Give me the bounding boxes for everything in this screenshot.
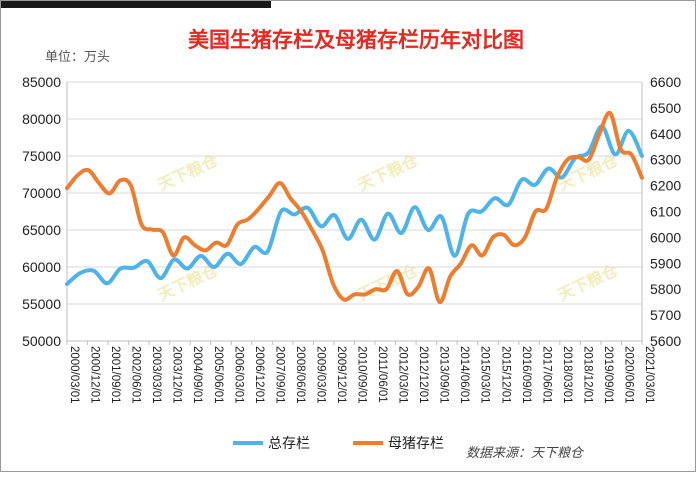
x-tick-label: 2016/09/01: [520, 346, 532, 404]
right-axis-tick-label: 5700: [650, 307, 681, 323]
legend-label-sow: 母猪存栏: [388, 436, 444, 452]
x-tick-label: 2000/12/01: [89, 346, 101, 404]
chart-title: 美国生猪存栏及母猪存栏历年对比图: [188, 27, 524, 52]
x-tick-label: 2013/09/01: [438, 346, 450, 404]
legend-label-total: 总存栏: [268, 436, 310, 452]
unit-label: 单位：万头: [45, 50, 110, 65]
right-axis-tick-label: 6200: [650, 178, 681, 194]
left-axis-tick-label: 50000: [22, 333, 61, 349]
x-tick-label: 2010/09/01: [356, 346, 368, 404]
x-tick-label: 2009/12/01: [335, 346, 347, 404]
x-tick-label: 2015/12/01: [499, 346, 511, 404]
x-tick-label: 2021/03/01: [643, 346, 655, 404]
x-tick-label: 2004/09/01: [191, 346, 203, 404]
right-axis-tick-label: 5800: [650, 281, 681, 297]
x-tick-label: 2012/12/01: [417, 346, 429, 404]
series-line-sow: [65, 110, 644, 305]
data-source: 数据来源：天下粮仓: [466, 446, 585, 461]
x-tick-label: 2012/03/01: [397, 346, 409, 404]
series-line-total: [65, 124, 644, 286]
x-tick-label: 2006/12/01: [253, 346, 265, 404]
right-axis-tick-label: 6500: [650, 100, 681, 116]
x-tick-label: 2008/06/01: [294, 346, 306, 404]
x-tick-label: 2005/06/01: [212, 346, 224, 404]
x-tick-label: 2018/03/01: [561, 346, 573, 404]
x-tick-label: 2015/03/01: [479, 346, 491, 404]
right-axis-ticks: 5600 5700 5800 5900 6000 6100 6200 6300 6400 6500…: [650, 74, 681, 349]
left-axis-tick-label: 60000: [22, 259, 61, 275]
x-tick-label: 2003/03/01: [150, 346, 162, 404]
watermark-text: 天下粮仓: [355, 150, 422, 195]
left-axis-tick-label: 55000: [22, 296, 61, 312]
x-tick-label: 2007/09/01: [273, 346, 285, 404]
watermark-text: 天下粮仓: [155, 150, 222, 195]
legend: 总存栏 母猪存栏: [233, 436, 444, 452]
x-tick-label: 2001/09/01: [109, 346, 121, 404]
x-tick-label: 2000/03/01: [68, 346, 80, 404]
left-axis-tick-label: 80000: [22, 111, 61, 127]
x-tick-label: 2002/06/01: [130, 346, 142, 404]
series-lines: [65, 110, 644, 305]
left-axis-ticks: 50000 55000 60000 65000 70000 75000 80000 85000: [22, 74, 61, 349]
x-tick-label: 2020/06/01: [622, 346, 634, 404]
x-tick-label: 2009/03/01: [314, 346, 326, 404]
x-tick-label: 2003/12/01: [171, 346, 183, 404]
x-tick-label: 2006/03/01: [232, 346, 244, 404]
right-axis-tick-label: 6400: [650, 126, 681, 142]
x-tick-label: 2017/06/01: [540, 346, 552, 404]
gridlines: [66, 81, 643, 342]
left-axis-tick-label: 75000: [22, 148, 61, 164]
x-tick-label: 2018/12/01: [581, 346, 593, 404]
right-axis-tick-label: 6100: [650, 204, 681, 220]
x-tick-label: 2011/06/01: [376, 346, 388, 403]
right-axis-tick-label: 6300: [650, 152, 681, 168]
right-axis-tick-label: 5900: [650, 255, 681, 271]
left-axis-tick-label: 70000: [22, 185, 61, 201]
left-axis-tick-label: 85000: [22, 74, 61, 90]
x-axis-ticks: 2000/03/01 2000/12/01 2001/09/01 2002/06/01…: [66, 341, 655, 404]
x-tick-label: 2014/06/01: [458, 346, 470, 404]
x-tick-label: 2019/09/01: [602, 346, 614, 404]
right-axis-tick-label: 6000: [650, 229, 681, 245]
right-axis-tick-label: 6600: [650, 74, 681, 90]
left-axis-tick-label: 65000: [22, 222, 61, 238]
right-axis-tick-label: 5600: [650, 333, 681, 349]
top-strip: [1, 1, 271, 8]
